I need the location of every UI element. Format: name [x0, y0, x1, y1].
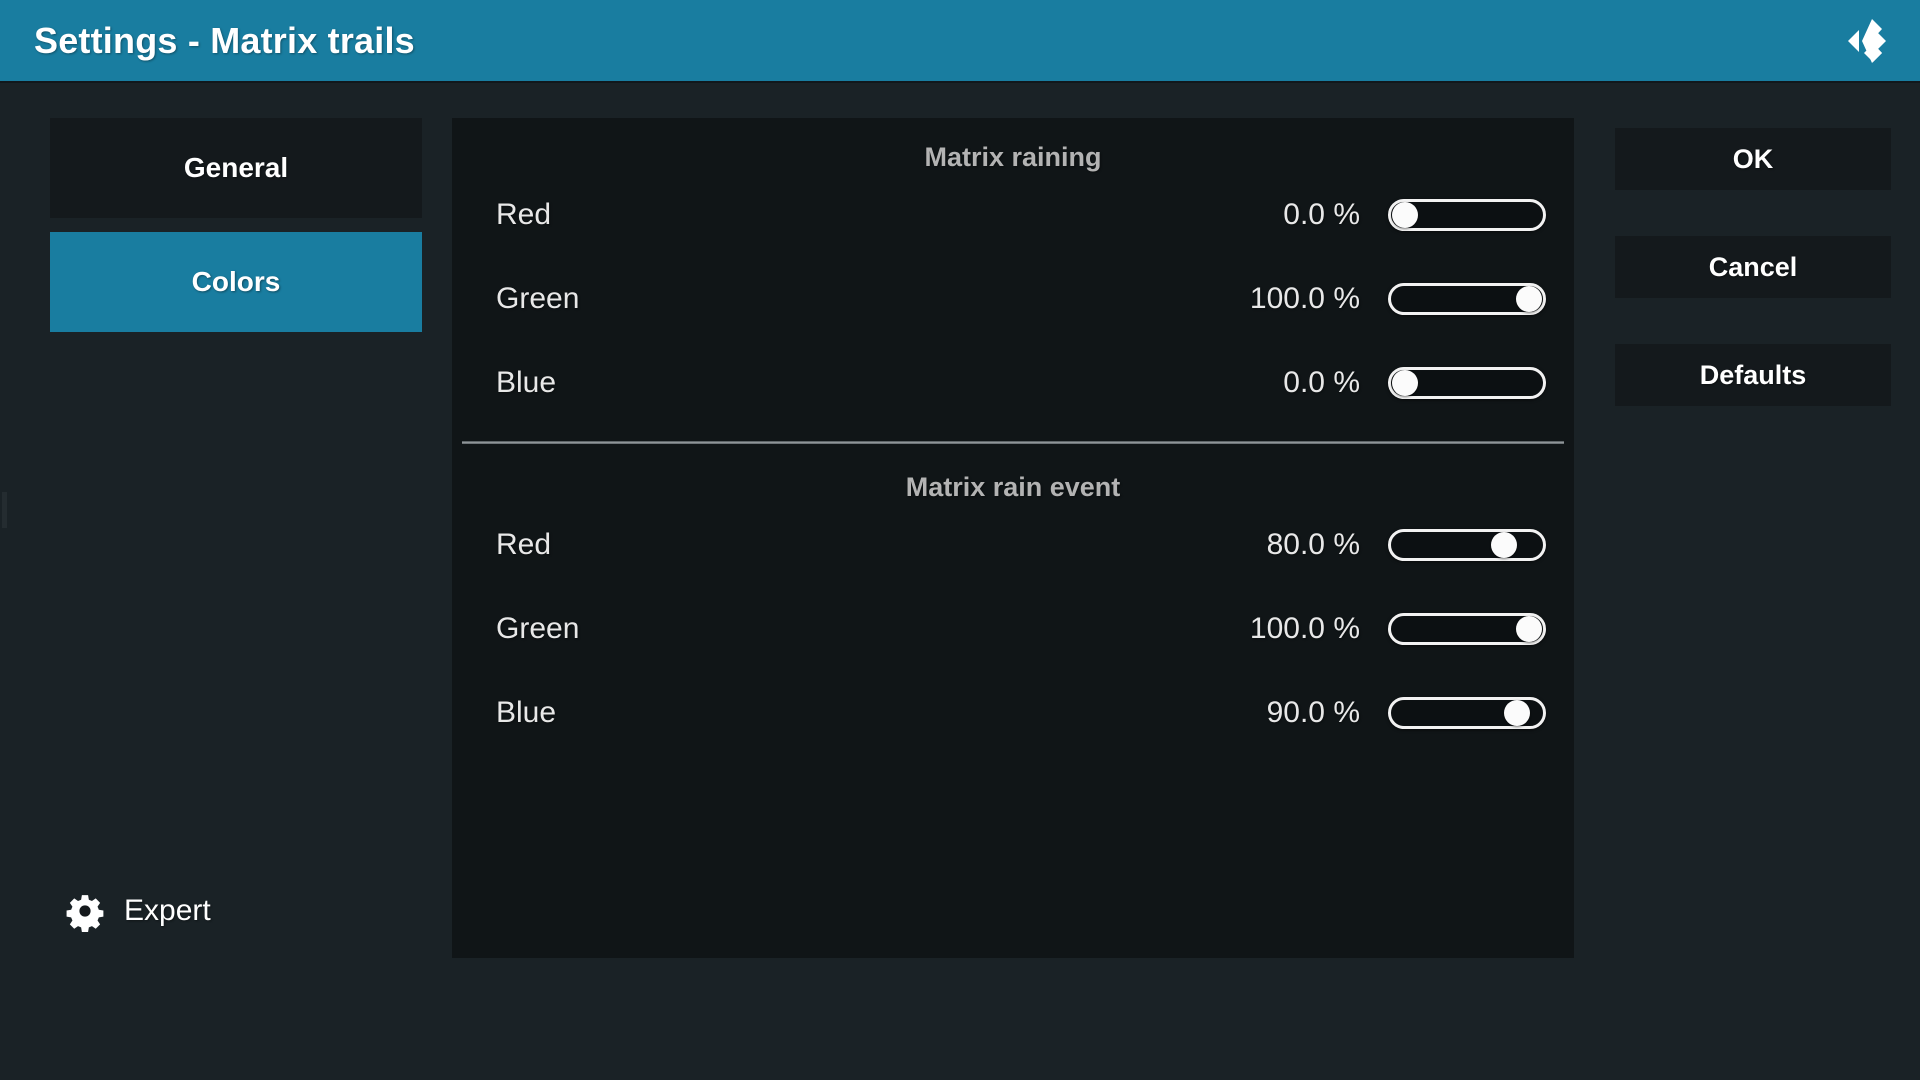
ok-button-label: OK	[1732, 143, 1774, 174]
setting-label: Green	[496, 612, 580, 645]
gear-icon	[64, 890, 106, 932]
sidebar-item-colors[interactable]: Colors	[50, 232, 422, 332]
setting-label: Green	[496, 282, 580, 315]
setting-label: Blue	[496, 696, 557, 729]
setting-label: Red	[496, 528, 552, 561]
edge-scroll-marker	[2, 492, 7, 528]
setting-row-event-blue[interactable]: Blue 90.0 %	[452, 671, 1574, 755]
defaults-button[interactable]: Defaults	[1615, 344, 1891, 406]
setting-value: 0.0 %	[1283, 366, 1360, 399]
setting-row-raining-green[interactable]: Green 100.0 %	[452, 257, 1574, 341]
window-title: Settings - Matrix trails	[34, 19, 415, 61]
setting-row-raining-blue[interactable]: Blue 0.0 %	[452, 341, 1574, 425]
setting-row-raining-red[interactable]: Red 0.0 %	[452, 173, 1574, 257]
expert-level-toggle[interactable]: Expert	[64, 890, 211, 932]
section-title-matrix-rain-event: Matrix rain event	[905, 472, 1121, 502]
section-divider	[462, 441, 1564, 444]
cancel-button-label: Cancel	[1708, 251, 1798, 282]
setting-row-event-red[interactable]: Red 80.0 %	[452, 503, 1574, 587]
section-title-matrix-raining: Matrix raining	[924, 142, 1102, 172]
dialog-actions: OK Cancel Defaults	[1615, 128, 1891, 452]
slider-event-red[interactable]	[1388, 529, 1546, 561]
setting-value: 90.0 %	[1266, 696, 1360, 729]
sidebar-item-label: General	[183, 152, 289, 183]
slider-raining-red[interactable]	[1388, 199, 1546, 231]
sidebar-item-general[interactable]: General	[50, 118, 422, 218]
setting-value: 100.0 %	[1249, 612, 1360, 645]
setting-value: 80.0 %	[1266, 528, 1360, 561]
expert-level-label: Expert	[124, 894, 211, 927]
setting-value: 0.0 %	[1283, 198, 1360, 231]
window-header: Settings - Matrix trails	[0, 0, 1920, 83]
cancel-button[interactable]: Cancel	[1615, 236, 1891, 298]
slider-knob[interactable]	[1516, 616, 1542, 642]
sidebar-item-label: Colors	[191, 266, 281, 297]
settings-panel: Matrix raining Red 0.0 % Green 100.0 % B…	[452, 118, 1574, 958]
setting-row-event-green[interactable]: Green 100.0 %	[452, 587, 1574, 671]
kodi-logo-icon	[1840, 15, 1892, 67]
setting-label: Red	[496, 198, 552, 231]
slider-knob[interactable]	[1503, 700, 1530, 726]
slider-knob[interactable]	[1516, 286, 1542, 312]
slider-knob[interactable]	[1392, 202, 1418, 228]
ok-button[interactable]: OK	[1615, 128, 1891, 190]
slider-knob[interactable]	[1491, 532, 1518, 558]
slider-knob[interactable]	[1392, 370, 1418, 396]
slider-event-green[interactable]	[1388, 613, 1546, 645]
sidebar: General Colors	[50, 118, 422, 346]
defaults-button-label: Defaults	[1699, 359, 1807, 390]
setting-value: 100.0 %	[1249, 282, 1360, 315]
slider-raining-green[interactable]	[1388, 283, 1546, 315]
slider-raining-blue[interactable]	[1388, 367, 1546, 399]
slider-event-blue[interactable]	[1388, 697, 1546, 729]
setting-label: Blue	[496, 366, 557, 399]
